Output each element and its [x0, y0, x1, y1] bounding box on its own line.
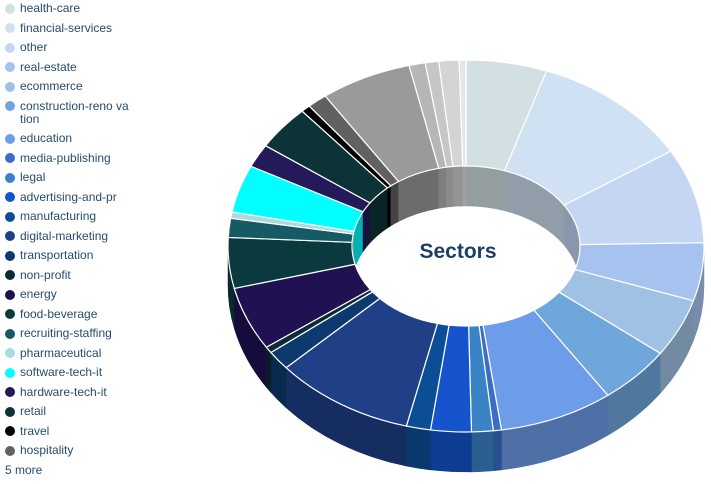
chart-title: Sectors [419, 240, 496, 263]
donut-inner-wall [387, 185, 392, 229]
legend-swatch [5, 387, 15, 397]
legend-label: construction-reno vation [20, 98, 129, 126]
legend-item[interactable]: transportation [4, 249, 130, 262]
legend-label: hospitality [20, 443, 74, 457]
legend-item[interactable]: health-care [4, 2, 130, 15]
legend-swatch [5, 367, 15, 378]
legend-swatch [5, 62, 15, 72]
legend-label: legal [20, 170, 46, 184]
legend-label: retail [20, 404, 47, 418]
legend-item[interactable]: non-profit [4, 267, 130, 282]
legend-swatch [5, 231, 15, 241]
legend-item[interactable]: media-publishing [4, 150, 130, 165]
legend-swatch [5, 23, 15, 33]
legend-item[interactable]: real-estate [4, 59, 130, 74]
legend-label: energy [20, 287, 57, 301]
donut-outer-wall [430, 429, 472, 473]
legend-item[interactable]: legal [4, 171, 130, 184]
legend-item[interactable]: ecommerce [4, 80, 130, 93]
legend-label: digital-marketing [20, 228, 109, 243]
donut-inner-wall [452, 165, 463, 207]
legend-label: real-estate [20, 59, 77, 74]
legend-label: ecommerce [20, 79, 83, 93]
legend-label: media-publishing [20, 150, 111, 165]
legend-item[interactable]: energy [4, 288, 130, 301]
legend-item[interactable]: food-beverage [4, 306, 130, 321]
legend-item[interactable]: construction-reno vation [4, 98, 130, 126]
legend-swatch [5, 250, 15, 261]
legend-label: transportation [20, 248, 94, 262]
legend-swatch [5, 328, 15, 339]
donut-inner-wall [390, 181, 399, 227]
legend-label: hardware-tech-it [20, 384, 107, 399]
legend-label: advertising-and-pr [20, 189, 117, 204]
legend-label: education [20, 131, 73, 145]
legend-item[interactable]: travel [4, 423, 130, 438]
legend-swatch [5, 309, 15, 319]
legend-item[interactable]: hospitality [4, 444, 130, 457]
legend-label: software-tech-it [20, 365, 103, 379]
legend-label: health-care [20, 1, 81, 15]
legend-label: recruiting-staffing [20, 326, 112, 340]
legend-item[interactable]: software-tech-it [4, 366, 130, 379]
legend-item[interactable]: retail [4, 405, 130, 418]
legend-label: manufacturing [20, 209, 97, 223]
legend-label: non-profit [20, 267, 71, 282]
donut-outer-wall [406, 425, 431, 471]
legend-item[interactable]: financial-services [4, 20, 130, 35]
chart-legend: health-care financial-services other real-e… [4, 2, 130, 464]
donut-inner-wall [465, 165, 505, 212]
legend-item[interactable]: other [4, 41, 130, 54]
legend-swatch [5, 426, 15, 436]
donut-inner-wall [462, 165, 467, 207]
legend-swatch [5, 3, 15, 14]
legend-swatch [5, 133, 15, 144]
legend-swatch [5, 289, 15, 300]
legend-swatch [5, 211, 15, 222]
legend-swatch [5, 348, 15, 358]
donut-inner-wall [446, 166, 454, 208]
legend-label: food-beverage [20, 306, 98, 321]
legend-item[interactable]: manufacturing [4, 210, 130, 223]
legend-swatch [5, 101, 15, 111]
legend-item[interactable]: recruiting-staffing [4, 327, 130, 340]
legend-item[interactable]: pharmaceutical [4, 345, 130, 360]
legend-more-link[interactable]: 5 more [5, 463, 43, 477]
legend-item[interactable]: education [4, 132, 130, 145]
legend-label: other [20, 40, 48, 54]
legend-swatch [5, 192, 15, 202]
legend-label: financial-services [20, 20, 113, 35]
legend-item[interactable]: advertising-and-pr [4, 189, 130, 204]
legend-label: travel [20, 423, 50, 438]
legend-swatch [5, 42, 15, 53]
donut-slice [458, 59, 467, 167]
legend-swatch [5, 445, 15, 456]
legend-item[interactable]: digital-marketing [4, 228, 130, 243]
donut-outer-wall [471, 430, 494, 473]
legend-swatch [5, 270, 15, 280]
legend-swatch [5, 172, 15, 183]
legend-label: pharmaceutical [20, 345, 102, 360]
donut-slices [227, 59, 705, 473]
legend-swatch [5, 153, 15, 163]
legend-swatch [5, 406, 15, 417]
donut-inner-wall [438, 166, 447, 209]
legend-swatch [5, 81, 15, 92]
donut-outer-wall [266, 346, 272, 394]
donut-outer-wall [493, 429, 502, 472]
legend-item[interactable]: hardware-tech-it [4, 384, 130, 399]
